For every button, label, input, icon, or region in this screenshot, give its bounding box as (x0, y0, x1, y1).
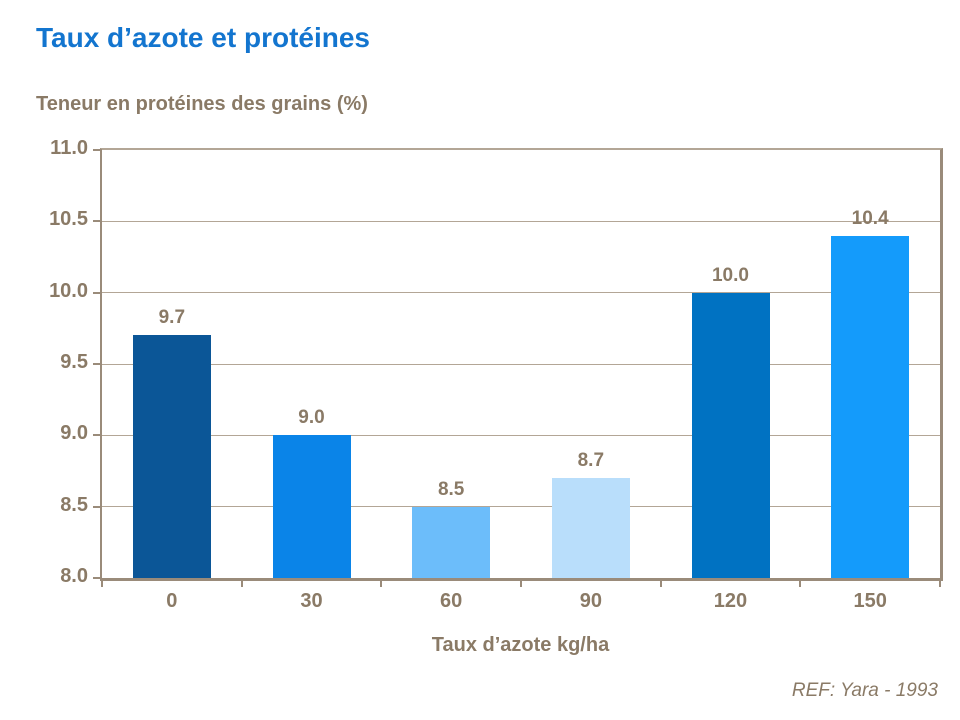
x-axis-category-label: 90 (579, 590, 602, 612)
reference-note: REF: Yara - 1993 (791, 680, 938, 701)
x-axis-tick (939, 578, 941, 587)
bar (132, 335, 211, 578)
bar (691, 292, 770, 578)
x-axis-category-label: 150 (853, 590, 887, 612)
bar (831, 235, 910, 578)
y-axis-tick-label: 9.5 (60, 351, 88, 373)
y-axis-tick (93, 291, 102, 294)
x-axis-tick (799, 578, 802, 587)
bar-value-label: 8.7 (577, 450, 605, 472)
y-axis-tick (93, 149, 102, 151)
page-title: Taux d’azote et protéines (36, 22, 370, 53)
bar-value-label: 10.4 (851, 207, 889, 229)
bar (272, 435, 351, 578)
x-axis-category-label: 60 (440, 590, 463, 612)
y-axis-tick (93, 434, 102, 437)
bar (412, 506, 491, 578)
y-axis-tick (93, 220, 102, 223)
y-axis-tick-label: 9.0 (60, 422, 88, 445)
y-axis-tick-label: 10.5 (49, 208, 88, 231)
x-axis-tick (101, 578, 103, 587)
x-axis-category-label: 0 (166, 590, 178, 612)
x-axis-tick (380, 578, 383, 587)
bar-value-label: 10.0 (711, 264, 749, 286)
gridline (102, 292, 940, 294)
x-axis-category-label: 120 (713, 590, 748, 612)
y-axis-tick-label: 8.5 (60, 493, 88, 516)
x-axis-category-label: 30 (300, 590, 323, 612)
gridline (102, 363, 940, 365)
y-axis-tick (93, 577, 102, 579)
x-axis-tick (520, 578, 522, 587)
bar-value-label: 8.5 (437, 478, 465, 500)
plot-area: 8.0 8.5 9.0 9.5 10.0 10.5 11.0 9.7 0 9.0 30 8.5 60 8.… (49, 137, 943, 612)
x-axis-tick (659, 578, 662, 587)
gridline (102, 506, 940, 508)
bar-value-label: 9.7 (158, 307, 186, 329)
y-axis-tick (93, 505, 102, 508)
y-axis-tick-label: 11.0 (50, 137, 88, 159)
gridline (102, 220, 940, 222)
gridline (102, 434, 940, 436)
bar-value-label: 9.0 (298, 407, 325, 429)
y-axis-tick-label: 8.0 (60, 565, 88, 587)
y-axis-tick-label: 10.0 (49, 279, 88, 302)
x-axis-title: Taux d’azote kg/ha (431, 634, 610, 656)
bar (551, 478, 630, 578)
y-axis-tick (93, 363, 102, 365)
y-axis-title: Teneur en protéines des grains (%) (36, 93, 368, 115)
x-axis-tick (240, 578, 243, 587)
